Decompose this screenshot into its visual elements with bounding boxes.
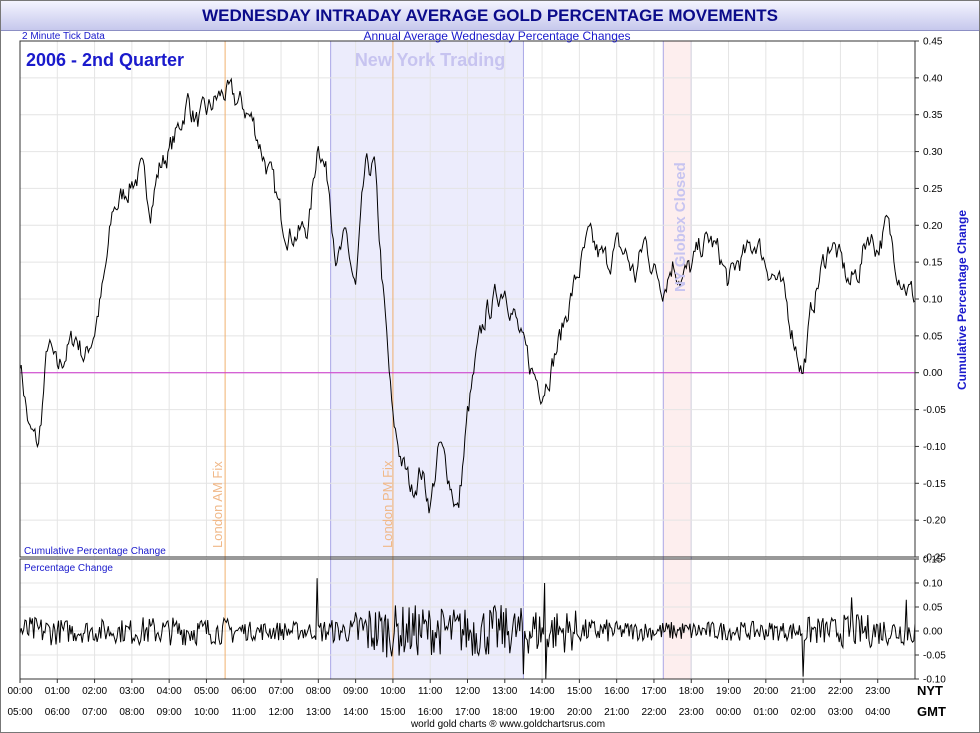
x-tick-label-nyt: 17:00 — [641, 686, 666, 697]
x-tick-label-gmt: 10:00 — [194, 707, 219, 718]
y-tick-label: 0.40 — [923, 73, 943, 84]
footer-credit: world gold charts ® www.goldchartsrus.co… — [410, 719, 605, 730]
x-tick-label-gmt: 17:00 — [455, 707, 480, 718]
x-tick-label-gmt: 12:00 — [269, 707, 294, 718]
london-am-fix-label: London AM Fix — [210, 461, 225, 548]
percentage-series — [19, 578, 916, 680]
y-tick-label: 0.10 — [923, 579, 943, 590]
x-tick-label-nyt: 09:00 — [343, 686, 368, 697]
x-tick-label-gmt: 21:00 — [604, 707, 629, 718]
gmt-label: GMT — [917, 704, 946, 719]
y-tick-label: 0.05 — [923, 603, 943, 614]
x-tick-label-gmt: 20:00 — [567, 707, 592, 718]
period-label: 2006 - 2nd Quarter — [26, 50, 184, 70]
chart-title: WEDNESDAY INTRADAY AVERAGE GOLD PERCENTA… — [1, 1, 979, 31]
top-panel-label: Cumulative Percentage Change — [24, 546, 166, 557]
x-tick-label-nyt: 20:00 — [753, 686, 778, 697]
x-tick-label-nyt: 00:00 — [7, 686, 32, 697]
x-tick-label-gmt: 22:00 — [641, 707, 666, 718]
y-axis-bottom: 0.15 0.10 0.05 0.00 -0.05 -0.10 — [915, 555, 946, 686]
y-axis-top: 0.45 0.40 0.35 0.30 0.25 0.20 0.15 0.10 0.05 0.00… — [915, 37, 946, 564]
x-tick-label-gmt: 14:00 — [343, 707, 368, 718]
grid-lines — [19, 40, 916, 680]
x-tick-label-gmt: 03:00 — [828, 707, 853, 718]
percentage-line — [19, 578, 916, 680]
y-axis-title: Cumulative Percentage Change — [955, 210, 969, 390]
y-tick-label: 0.15 — [923, 258, 943, 269]
y-tick-label: -0.15 — [923, 479, 946, 490]
london-pm-fix-label: London PM Fix — [380, 460, 395, 548]
x-tick-label-nyt: 07:00 — [269, 686, 294, 697]
y-tick-label: 0.10 — [923, 295, 943, 306]
x-tick-label-nyt: 01:00 — [45, 686, 70, 697]
x-tick-label-nyt: 19:00 — [716, 686, 741, 697]
y-tick-label: 0.20 — [923, 221, 943, 232]
x-tick-label-gmt: 23:00 — [679, 707, 704, 718]
ny-session-label: New York Trading — [355, 50, 505, 70]
y-tick-label: 0.00 — [923, 368, 943, 379]
x-tick-label-nyt: 04:00 — [157, 686, 182, 697]
x-tick-label-nyt: 10:00 — [380, 686, 405, 697]
x-tick-label-nyt: 06:00 — [231, 686, 256, 697]
x-tick-label-nyt: 12:00 — [455, 686, 480, 697]
x-tick-label-nyt: 08:00 — [306, 686, 331, 697]
x-tick-label-gmt: 00:00 — [716, 707, 741, 718]
x-tick-label-gmt: 01:00 — [753, 707, 778, 718]
cumulative-series — [19, 77, 916, 514]
event-lines — [224, 41, 394, 679]
x-tick-label-gmt: 04:00 — [865, 707, 890, 718]
ny-session-band — [330, 559, 524, 679]
y-tick-label: 0.45 — [923, 37, 943, 48]
y-tick-label: -0.05 — [923, 651, 946, 662]
x-tick-label-gmt: 13:00 — [306, 707, 331, 718]
x-tick-label-nyt: 03:00 — [119, 686, 144, 697]
chart-subtitle: Annual Average Wednesday Percentage Chan… — [363, 29, 630, 43]
nyt-label: NYT — [917, 683, 943, 698]
x-tick-label-nyt: 21:00 — [791, 686, 816, 697]
x-tick-label-gmt: 16:00 — [418, 707, 443, 718]
y-tick-label: 0.05 — [923, 331, 943, 342]
x-tick-label-nyt: 14:00 — [530, 686, 555, 697]
y-tick-label: 0.00 — [923, 627, 943, 638]
y-tick-label: -0.10 — [923, 442, 946, 453]
y-tick-label: 0.15 — [923, 555, 943, 566]
y-tick-label: -0.10 — [923, 675, 946, 686]
x-tick-label-gmt: 06:00 — [45, 707, 70, 718]
globex-closed-band — [663, 559, 692, 679]
x-tick-label-gmt: 18:00 — [492, 707, 517, 718]
x-tick-label-gmt: 05:00 — [7, 707, 32, 718]
tick-note: 2 Minute Tick Data — [22, 31, 105, 42]
cumulative-line — [19, 77, 916, 514]
x-tick-label-nyt: 05:00 — [194, 686, 219, 697]
x-tick-label-nyt: 13:00 — [492, 686, 517, 697]
x-tick-label-gmt: 11:00 — [232, 707, 257, 718]
y-tick-label: 0.30 — [923, 147, 943, 158]
y-tick-label: 0.35 — [923, 110, 943, 121]
x-tick-label-gmt: 09:00 — [157, 707, 182, 718]
y-tick-label: -0.05 — [923, 405, 946, 416]
y-tick-label: -0.20 — [923, 516, 946, 527]
x-tick-label-nyt: 11:00 — [418, 686, 443, 697]
x-tick-label-gmt: 15:00 — [380, 707, 405, 718]
x-tick-label-gmt: 07:00 — [82, 707, 107, 718]
globex-closed-label: NY Globex Closed — [672, 162, 689, 292]
y-tick-label: -0.25 — [923, 553, 946, 564]
y-tick-label: 0.25 — [923, 184, 943, 195]
x-tick-label-nyt: 23:00 — [865, 686, 890, 697]
x-tick-label-gmt: 02:00 — [791, 707, 816, 718]
x-tick-label-nyt: 22:00 — [828, 686, 853, 697]
x-tick-label-nyt: 18:00 — [679, 686, 704, 697]
x-axis: 00:00 05:00 01:00 06:00 02:00 07:00 03:00 08:00… — [7, 679, 891, 718]
x-tick-label-gmt: 19:00 — [530, 707, 555, 718]
x-tick-label-nyt: 15:00 — [567, 686, 592, 697]
x-tick-label-gmt: 08:00 — [119, 707, 144, 718]
x-tick-label-nyt: 02:00 — [82, 686, 107, 697]
x-tick-label-nyt: 16:00 — [604, 686, 629, 697]
bottom-panel-label: Percentage Change — [24, 563, 113, 574]
